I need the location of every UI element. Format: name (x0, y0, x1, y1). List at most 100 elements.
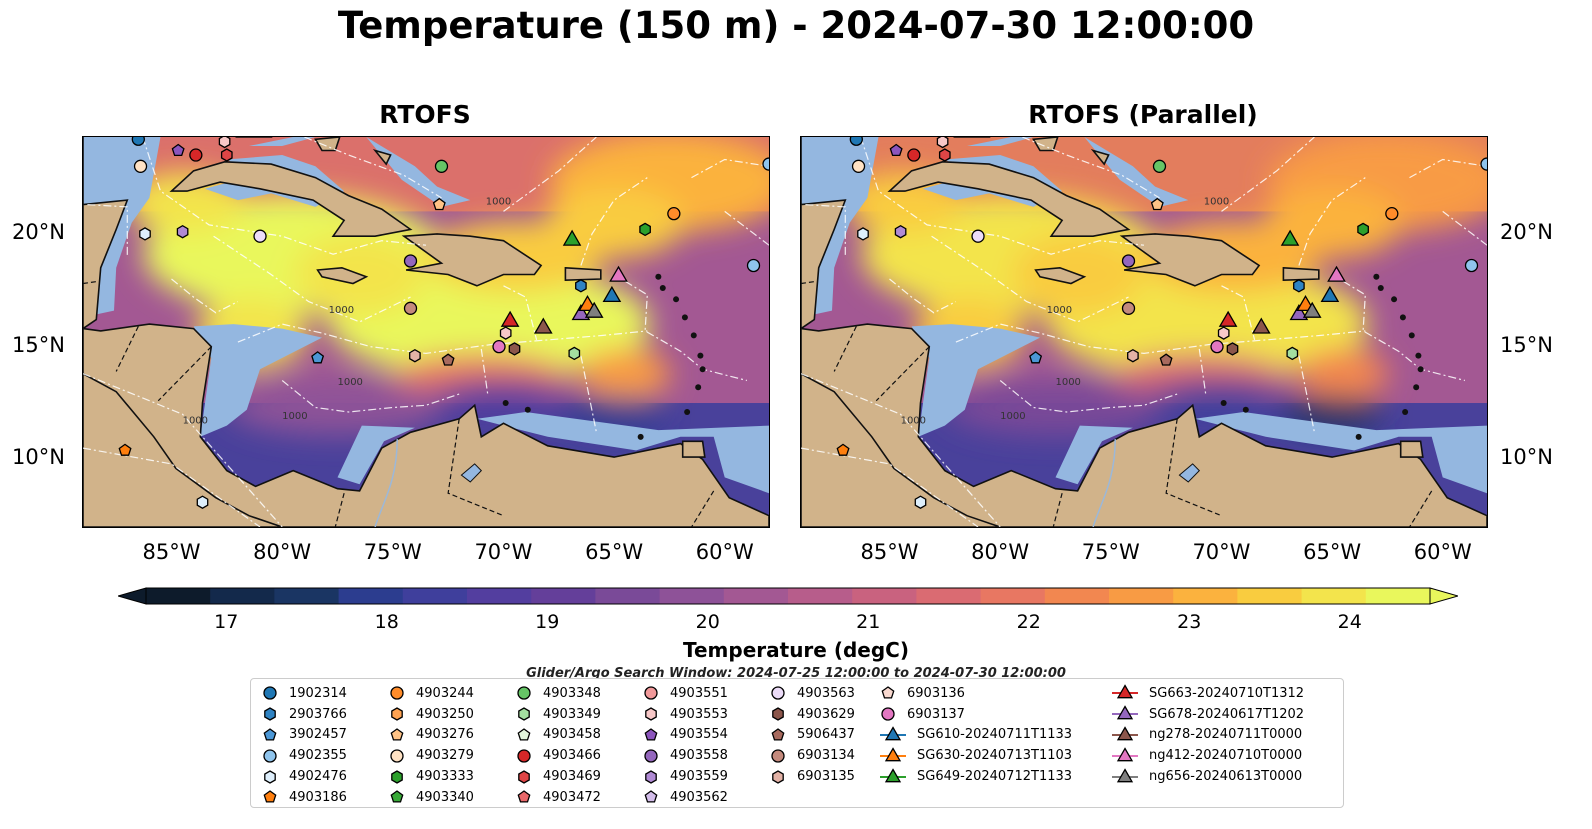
colorbar-extend-low (116, 587, 147, 605)
legend-marker-icon (880, 767, 906, 782)
legend-item-6903135: 6903135 (769, 766, 855, 787)
legend-label: 6903137 (907, 706, 965, 722)
colorbar (116, 586, 1460, 610)
legend-label: 5906437 (797, 727, 855, 743)
eez-boundary (237, 323, 648, 355)
lat-tick-label-left: 10°N (12, 445, 65, 470)
colorbar-segment (531, 588, 596, 604)
legend-label: 4903340 (416, 789, 474, 805)
land-cuba (887, 160, 1131, 237)
depth-contour-label: 1000 (1000, 411, 1025, 422)
island (1373, 273, 1380, 280)
marker-4903466 (907, 148, 921, 162)
eez-boundary (1409, 158, 1487, 179)
marker-4903553 (936, 137, 949, 149)
legend-label: 4903466 (543, 748, 601, 764)
marker-4903554 (171, 143, 185, 157)
legend-item-SG630-20240713T1103: SG630-20240713T1103 (879, 745, 1072, 766)
legend-label: SG630-20240713T1103 (917, 748, 1073, 764)
country-border (157, 346, 212, 402)
eez-boundary (1298, 177, 1366, 266)
island (673, 296, 680, 303)
lon-tick-label: 80°W (971, 540, 1030, 564)
colorbar-segment (402, 588, 468, 604)
legend-item-4903276: 4903276 (388, 725, 474, 746)
legend-marker-icon (644, 749, 658, 763)
eez-boundary (1342, 280, 1466, 382)
marker-4903276 (432, 197, 446, 211)
lon-tick-label: 85°W (860, 540, 919, 564)
eez-boundary (1022, 137, 1160, 199)
map-panel-rtofs[interactable]: 1000 1000 1000 1000 1000 (82, 136, 770, 528)
eez-boundary (724, 210, 769, 246)
colorbar-segment (274, 588, 340, 604)
colorbar-segment (788, 588, 853, 604)
legend-item-4903559: 4903559 (642, 766, 728, 787)
legend-item-6903134: 6903134 (769, 745, 855, 766)
legend-marker-icon (391, 769, 403, 784)
legend-marker-icon (390, 790, 404, 803)
legend-label: SG663-20240710T1312 (1149, 685, 1305, 701)
lat-tick-label-right: 10°N (1500, 445, 1553, 470)
marker-ng412-20240710T0000 (609, 265, 628, 282)
legend-marker-icon (772, 769, 784, 784)
island (695, 384, 702, 391)
island (699, 366, 706, 373)
colorbar-segment (595, 588, 661, 604)
legend-marker-icon (390, 749, 404, 763)
shelf-area (249, 137, 316, 146)
marker-4903559 (176, 224, 189, 239)
island (697, 352, 704, 359)
land-cuba (169, 160, 413, 237)
lon-tick-label: 75°W (363, 540, 422, 564)
shelf-area (1084, 137, 1189, 207)
legend-label: 4903279 (416, 748, 474, 764)
river (1092, 439, 1116, 527)
country-border (833, 326, 857, 372)
legend-label: 4903553 (670, 706, 728, 722)
marker-6903134 (403, 301, 418, 315)
colorbar-segment (916, 588, 982, 604)
marker-6903137 (1210, 340, 1224, 354)
river (374, 439, 398, 527)
legend-marker-icon (771, 686, 785, 701)
colorbar-tick-label: 23 (1177, 611, 1202, 633)
eez-boundary (213, 235, 411, 323)
colorbar-segment (852, 588, 917, 604)
legend-item-4902476: 4902476 (261, 766, 347, 787)
eez-boundary (955, 323, 1366, 355)
marker-SG610-20240711T1133 (1320, 285, 1340, 303)
colorbar-tick-label: 20 (695, 611, 720, 633)
legend-item-4903553: 4903553 (642, 704, 728, 725)
depth-contour-label: 1000 (1204, 197, 1229, 208)
legend-marker-icon (771, 749, 785, 763)
legend-marker-icon (1112, 746, 1138, 762)
lon-tick-label: 70°W (474, 540, 533, 564)
legend-item-4903629: 4903629 (769, 704, 855, 725)
land-sa_lower (801, 372, 1001, 527)
legend-empty (1111, 787, 1304, 808)
legend-marker-icon (263, 749, 277, 763)
legend-item-SG610-20240711T1133: SG610-20240711T1133 (879, 725, 1072, 746)
colorbar-segment (1173, 588, 1238, 604)
legend-label: 4903458 (543, 727, 601, 743)
shelf-area (83, 137, 161, 318)
legend-label: ng656-20240613T0000 (1149, 769, 1303, 785)
legend-item-SG663-20240710T1312: SG663-20240710T1312 (1111, 683, 1304, 704)
marker-2903766 (575, 279, 587, 293)
land-jamaica (316, 266, 369, 285)
colorbar-segment (1237, 588, 1303, 604)
island (690, 332, 697, 339)
eez-boundary (801, 447, 979, 527)
legend-marker-icon (1112, 684, 1138, 699)
map-panel-rtofs-parallel[interactable]: 1000 1000 1000 1000 1000 (800, 136, 1488, 528)
legend-label: 4903554 (670, 727, 728, 743)
legend-label: 3902457 (289, 727, 347, 743)
lon-tick-label: 60°W (695, 540, 754, 564)
legend-label: 4903244 (416, 685, 474, 701)
marker-4903186 (836, 443, 850, 456)
colorbar-tick-label: 22 (1016, 611, 1041, 633)
colorbar-label: Temperature (degC) (683, 638, 909, 662)
marker-4903349 (1286, 346, 1299, 361)
legend-item-ng656-20240613T0000: ng656-20240613T0000 (1111, 766, 1304, 787)
